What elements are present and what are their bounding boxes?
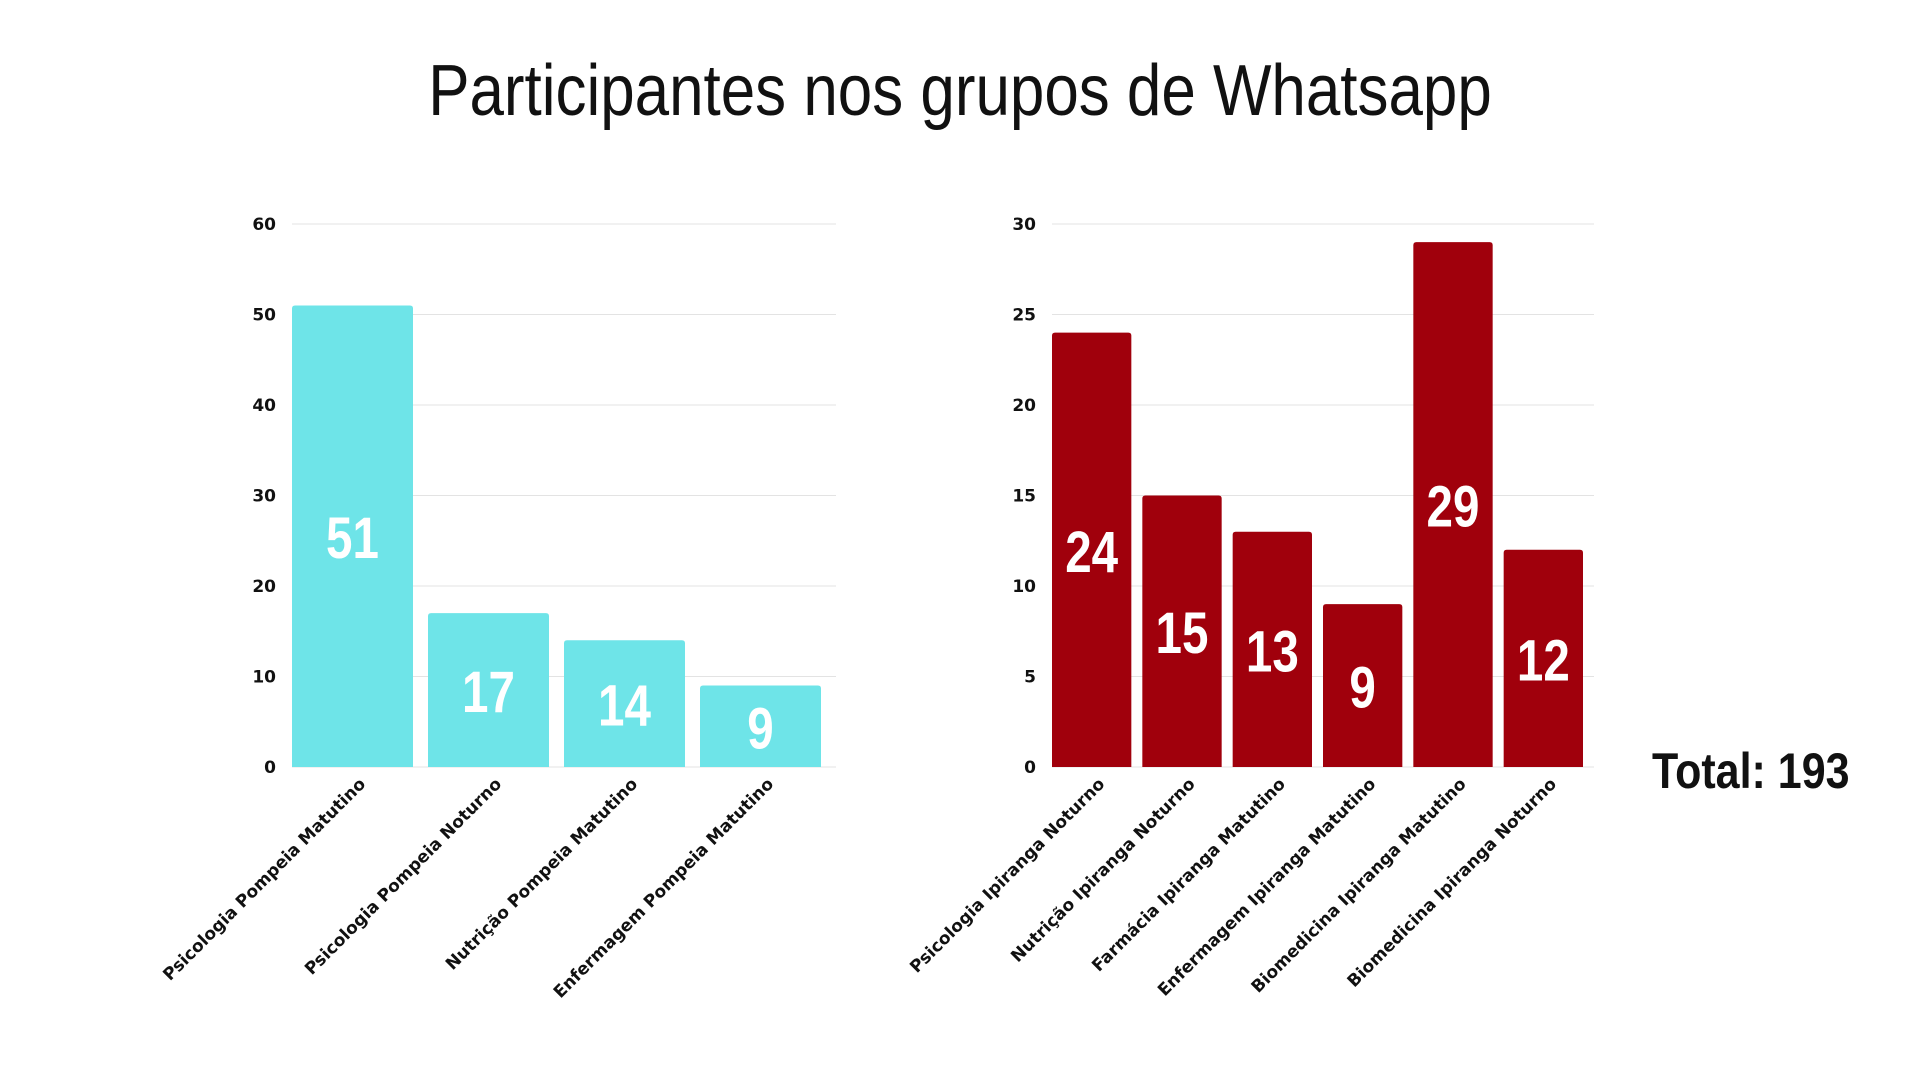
bar-value-label: 15 <box>1156 602 1209 667</box>
bar <box>1323 604 1403 767</box>
category-label: Biomedicina Ipiranga Noturno <box>1344 774 1561 991</box>
y-tick-label: 25 <box>1012 306 1036 326</box>
y-tick-label: 20 <box>1012 396 1036 416</box>
total-label: Total: 193 <box>1652 743 1850 799</box>
y-tick-label: 5 <box>1024 668 1036 688</box>
y-tick-label: 10 <box>1012 577 1036 597</box>
category-label: Psicologia Ipiranga Noturno <box>906 774 1109 977</box>
y-tick-label: 40 <box>252 396 276 416</box>
bar <box>700 685 821 767</box>
bar-value-label: 14 <box>598 674 651 739</box>
bar <box>1142 495 1222 767</box>
bar <box>1052 332 1132 767</box>
bar-value-label: 17 <box>462 661 515 726</box>
bar <box>428 613 549 767</box>
y-tick-label: 0 <box>1024 758 1036 778</box>
chart-ipiranga: 0 5 10 15 20 25 30 24 Psicologia Ipiranga Noturn… <box>906 215 1594 1000</box>
y-tick-label: 15 <box>1012 487 1036 507</box>
category-label: Farmácia Ipiranga Matutino <box>1088 774 1290 976</box>
bar-value-label: 51 <box>326 507 379 572</box>
bar-value-label: 24 <box>1065 520 1118 585</box>
bar-value-label: 12 <box>1517 629 1570 694</box>
bar-value-label: 29 <box>1427 475 1480 540</box>
bar <box>564 640 685 767</box>
bar-value-label: 9 <box>747 697 773 762</box>
bar <box>1232 531 1312 767</box>
y-tick-label: 20 <box>252 577 276 597</box>
bar <box>1503 549 1583 767</box>
y-tick-label: 60 <box>252 215 276 235</box>
bar <box>1413 242 1493 768</box>
category-label: Nutrição Ipiranga Noturno <box>1007 774 1199 966</box>
y-tick-label: 0 <box>264 758 276 778</box>
y-tick-label: 50 <box>252 306 276 326</box>
y-tick-label: 10 <box>252 668 276 688</box>
bar-value-label: 9 <box>1349 656 1375 721</box>
y-tick-label: 30 <box>1012 215 1036 235</box>
page-title: Participantes nos grupos de Whatsapp <box>428 51 1492 131</box>
category-label: Enfermagem Pompeia Matutino <box>550 774 778 1002</box>
bar-value-label: 13 <box>1246 620 1299 685</box>
y-tick-label: 30 <box>252 487 276 507</box>
bar <box>292 305 413 767</box>
